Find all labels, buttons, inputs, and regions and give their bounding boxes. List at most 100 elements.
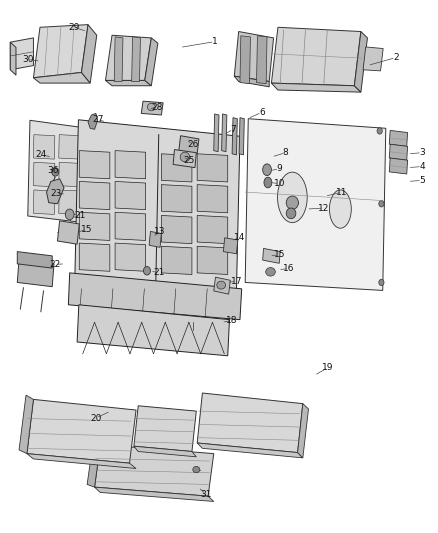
Polygon shape: [257, 36, 267, 84]
Polygon shape: [114, 37, 123, 82]
Polygon shape: [28, 120, 88, 223]
Polygon shape: [33, 135, 55, 159]
Polygon shape: [59, 135, 80, 159]
Polygon shape: [27, 399, 136, 463]
Ellipse shape: [193, 466, 200, 473]
Text: 2: 2: [393, 53, 399, 62]
Ellipse shape: [329, 190, 351, 228]
Polygon shape: [95, 445, 214, 496]
Ellipse shape: [379, 279, 384, 286]
Polygon shape: [115, 243, 146, 271]
Ellipse shape: [379, 200, 384, 207]
Text: 14: 14: [234, 233, 246, 242]
Text: 13: 13: [154, 228, 166, 237]
Polygon shape: [17, 260, 54, 287]
Polygon shape: [75, 120, 240, 290]
Polygon shape: [33, 72, 90, 83]
Polygon shape: [11, 38, 33, 70]
Polygon shape: [141, 101, 163, 115]
Polygon shape: [33, 163, 55, 187]
Text: 28: 28: [151, 102, 162, 111]
Text: 25: 25: [184, 156, 195, 165]
Polygon shape: [232, 118, 237, 155]
Polygon shape: [145, 38, 158, 86]
Text: 5: 5: [419, 176, 425, 185]
Polygon shape: [33, 190, 55, 214]
Polygon shape: [297, 403, 308, 458]
Polygon shape: [149, 231, 161, 247]
Ellipse shape: [286, 196, 298, 209]
Polygon shape: [179, 136, 199, 154]
Polygon shape: [115, 181, 146, 209]
Text: 8: 8: [283, 148, 288, 157]
Text: 24: 24: [35, 150, 46, 159]
Polygon shape: [240, 36, 251, 84]
Polygon shape: [197, 393, 303, 453]
Text: 21: 21: [74, 212, 86, 221]
Polygon shape: [197, 215, 228, 244]
Polygon shape: [161, 246, 192, 274]
Text: 21: 21: [153, 269, 164, 277]
Polygon shape: [134, 406, 196, 451]
Text: 31: 31: [200, 489, 212, 498]
Polygon shape: [59, 163, 80, 187]
Polygon shape: [81, 25, 97, 83]
Polygon shape: [95, 487, 214, 502]
Polygon shape: [223, 238, 238, 254]
Polygon shape: [79, 151, 110, 179]
Ellipse shape: [148, 103, 155, 111]
Text: 29: 29: [68, 23, 80, 32]
Ellipse shape: [278, 172, 307, 223]
Text: 17: 17: [231, 277, 242, 286]
Polygon shape: [161, 215, 192, 244]
Polygon shape: [17, 252, 52, 268]
Polygon shape: [222, 114, 227, 152]
Polygon shape: [115, 151, 146, 179]
Ellipse shape: [65, 209, 74, 220]
Polygon shape: [19, 395, 33, 454]
Ellipse shape: [144, 266, 150, 275]
Ellipse shape: [286, 208, 296, 219]
Polygon shape: [46, 179, 64, 204]
Text: 6: 6: [259, 108, 265, 117]
Polygon shape: [197, 443, 303, 458]
Text: 36: 36: [47, 166, 59, 175]
Ellipse shape: [264, 177, 272, 188]
Polygon shape: [27, 454, 136, 469]
Text: 15: 15: [273, 251, 285, 260]
Ellipse shape: [266, 268, 276, 276]
Ellipse shape: [217, 281, 226, 289]
Text: 16: 16: [283, 264, 295, 273]
Polygon shape: [214, 114, 219, 152]
Polygon shape: [389, 158, 408, 174]
Polygon shape: [88, 114, 98, 130]
Polygon shape: [59, 190, 80, 214]
Polygon shape: [354, 31, 367, 92]
Polygon shape: [134, 446, 196, 457]
Polygon shape: [79, 243, 110, 271]
Text: 10: 10: [273, 179, 285, 188]
Text: 26: 26: [187, 140, 198, 149]
Polygon shape: [161, 154, 192, 182]
Text: 9: 9: [276, 164, 282, 173]
Text: 15: 15: [81, 225, 92, 234]
Text: 18: 18: [226, 316, 238, 325]
Polygon shape: [106, 80, 151, 86]
Polygon shape: [245, 119, 386, 290]
Polygon shape: [272, 27, 361, 86]
Polygon shape: [263, 248, 280, 263]
Text: 3: 3: [419, 148, 425, 157]
Polygon shape: [389, 144, 408, 160]
Polygon shape: [79, 212, 110, 240]
Polygon shape: [234, 76, 269, 87]
Ellipse shape: [263, 164, 272, 175]
Ellipse shape: [52, 167, 59, 176]
Polygon shape: [389, 131, 408, 147]
Polygon shape: [87, 441, 100, 487]
Polygon shape: [363, 47, 383, 71]
Polygon shape: [132, 37, 141, 82]
Polygon shape: [106, 35, 151, 80]
Polygon shape: [214, 277, 230, 294]
Polygon shape: [77, 305, 230, 356]
Text: 12: 12: [318, 204, 329, 213]
